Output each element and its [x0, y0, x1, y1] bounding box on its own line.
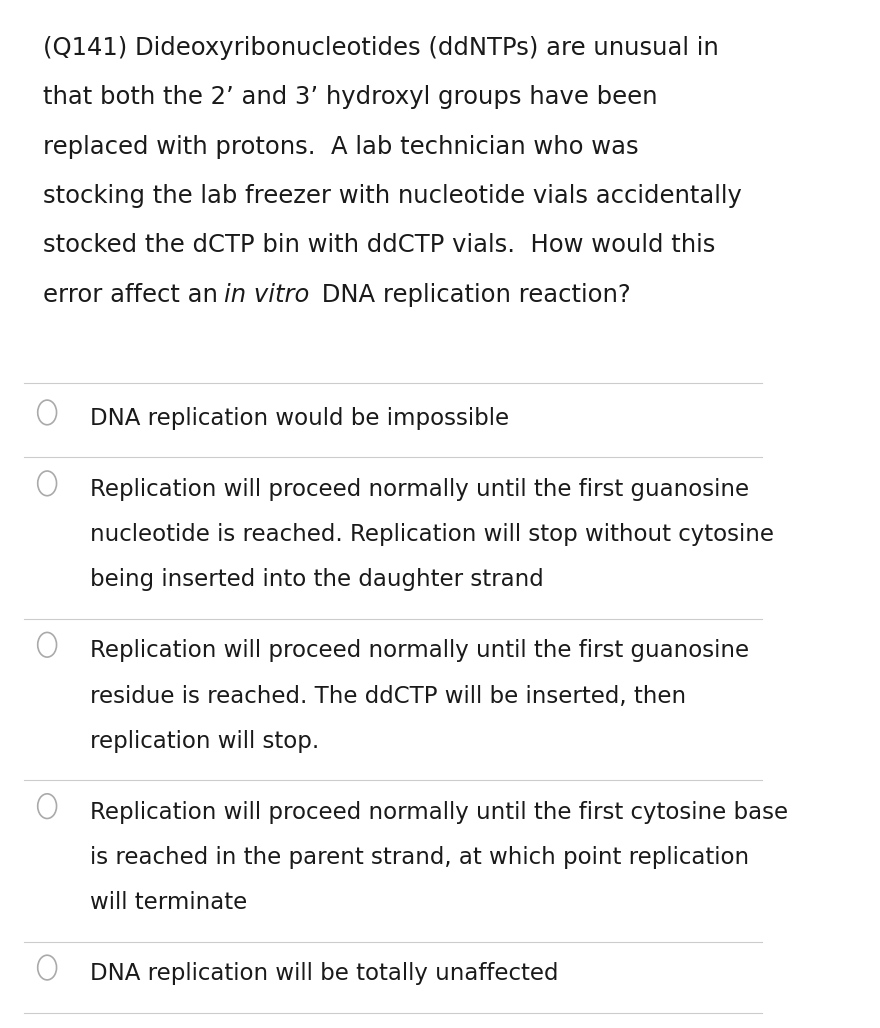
- Text: DNA replication would be impossible: DNA replication would be impossible: [91, 407, 510, 430]
- Text: residue is reached. The ddCTP will be inserted, then: residue is reached. The ddCTP will be in…: [91, 685, 686, 707]
- Text: is reached in the parent strand, at which point replication: is reached in the parent strand, at whic…: [91, 846, 750, 869]
- Text: that both the 2’ and 3’ hydroxyl groups have been: that both the 2’ and 3’ hydroxyl groups …: [43, 85, 657, 109]
- Text: (Q141) Dideoxyribonucleotides (ddNTPs) are unusual in: (Q141) Dideoxyribonucleotides (ddNTPs) a…: [43, 36, 719, 60]
- Text: will terminate: will terminate: [91, 891, 247, 914]
- Text: stocking the lab freezer with nucleotide vials accidentally: stocking the lab freezer with nucleotide…: [43, 184, 742, 208]
- Text: Replication will proceed normally until the first guanosine: Replication will proceed normally until …: [91, 639, 750, 662]
- Text: nucleotide is reached. Replication will stop without cytosine: nucleotide is reached. Replication will …: [91, 523, 774, 546]
- Text: replaced with protons.  A lab technician who was: replaced with protons. A lab technician …: [43, 135, 639, 158]
- Text: in vitro: in vitro: [224, 283, 309, 306]
- Text: DNA replication will be totally unaffected: DNA replication will be totally unaffect…: [91, 962, 559, 985]
- Text: DNA replication reaction?: DNA replication reaction?: [314, 283, 631, 306]
- Text: being inserted into the daughter strand: being inserted into the daughter strand: [91, 568, 544, 591]
- Text: replication will stop.: replication will stop.: [91, 730, 319, 752]
- Text: Replication will proceed normally until the first cytosine base: Replication will proceed normally until …: [91, 801, 788, 823]
- Text: error affect an: error affect an: [43, 283, 226, 306]
- Text: Replication will proceed normally until the first guanosine: Replication will proceed normally until …: [91, 478, 750, 501]
- Text: stocked the dCTP bin with ddCTP vials.  How would this: stocked the dCTP bin with ddCTP vials. H…: [43, 233, 715, 257]
